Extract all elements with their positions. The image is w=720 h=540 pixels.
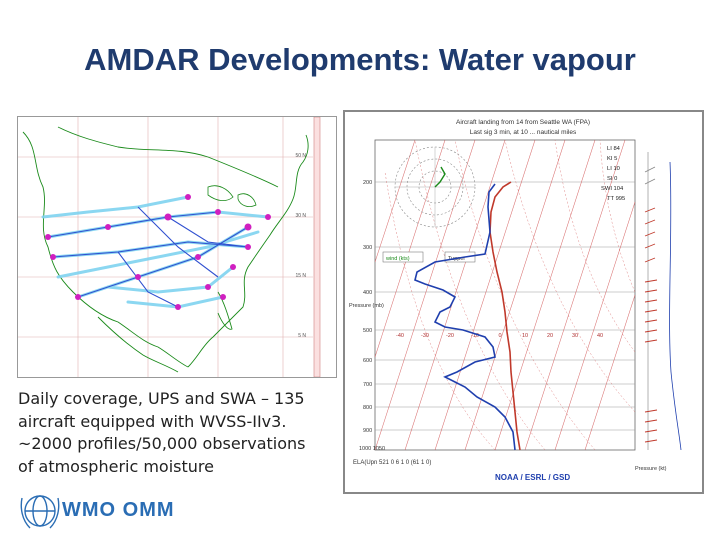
caption-line: of atmospheric moisture xyxy=(18,456,214,476)
temp-tick: -10 xyxy=(471,333,479,339)
slide-caption: Daily coverage, UPS and SWA – 135 aircra… xyxy=(18,388,338,478)
caption-line: ~2000 profiles/50,000 observations xyxy=(18,434,306,453)
skew-t-sounding-diagram: Aircraft landing from 14 from Seattle WA… xyxy=(343,110,704,494)
legend-wind-box xyxy=(382,251,424,263)
hodograph xyxy=(394,146,476,228)
lat-label: 5 N xyxy=(298,333,306,339)
dewpoint-profile xyxy=(414,183,516,451)
skewt-isotherms xyxy=(374,139,636,451)
index-label: SWI 104 xyxy=(601,186,624,192)
wmo-logo xyxy=(20,495,60,529)
legend-temp-box xyxy=(444,251,476,263)
wmo-logo-text: WMO OMM xyxy=(62,499,175,521)
index-label: SI 0 xyxy=(607,176,617,182)
pressure-tick: 900 xyxy=(363,428,372,434)
pressure-tick: 500 xyxy=(363,328,372,334)
caption-line: aircraft equipped with WVSS-IIv3. xyxy=(18,411,287,431)
legend-wind: wind (kts) xyxy=(385,256,410,262)
index-label: LI 84 xyxy=(607,146,621,152)
temp-tick: -20 xyxy=(446,333,454,339)
wind-barbs xyxy=(644,207,658,443)
aircraft-coverage-map: 50 N 30 N 15 N 5 N xyxy=(17,116,337,378)
wmo-emblem-icon xyxy=(20,495,60,529)
skewt-footer-brand: NOAA / ESRL / GSD xyxy=(495,473,570,482)
florida-outline xyxy=(217,291,233,330)
temp-tick: 40 xyxy=(597,333,603,339)
skewt-pressure-ticks: 200 300 400 500 600 700 800 900 1000 105… xyxy=(359,180,385,452)
temp-tick: -40 xyxy=(396,333,404,339)
wind-speed-trace xyxy=(669,161,682,451)
index-label: LI 10 xyxy=(607,166,620,172)
skewt-footer-right: Pressure (kt) xyxy=(635,466,667,472)
temp-tick: 0 xyxy=(498,333,501,339)
lat-label: 50 N xyxy=(295,153,306,159)
slide-title: AMDAR Developments: Water vapour xyxy=(84,42,636,77)
pressure-tick: 800 xyxy=(363,405,372,411)
pressure-axis-label: Pressure (mb) xyxy=(349,303,384,309)
caption-line: Daily coverage, UPS and SWA – 135 xyxy=(18,389,305,408)
skewt-isobars xyxy=(375,181,635,431)
temp-tick: 20 xyxy=(547,333,553,339)
skewt-dry-adiabats xyxy=(384,139,636,451)
index-label: KI 5 xyxy=(607,156,617,162)
temp-tick: 30 xyxy=(572,333,578,339)
skewt-temperature-ticks: -40 -30 -20 -10 0 10 20 30 40 xyxy=(396,333,603,339)
upper-wind-barbs xyxy=(644,166,656,185)
pressure-tick: 300 xyxy=(363,245,372,251)
pressure-tick: 700 xyxy=(363,382,372,388)
lat-label: 15 N xyxy=(295,273,306,279)
skewt-header-1: Aircraft landing from 14 from Seattle WA… xyxy=(456,119,590,126)
pressure-tick: 200 xyxy=(363,180,372,186)
map-lat-scale xyxy=(313,117,321,377)
temp-tick: 10 xyxy=(522,333,528,339)
airport-markers xyxy=(45,194,271,310)
pressure-tick: 1000 1050 xyxy=(359,446,385,452)
stability-index-box: LI 84 KI 5 LI 10 SI 0 SWI 104 TT 995 xyxy=(601,146,625,202)
great-lakes-outline xyxy=(207,185,257,207)
flight-tracks-dark xyxy=(47,206,249,308)
index-label: TT 995 xyxy=(607,196,625,202)
skewt-header-2: Last sig 3 min, at 10 ... nautical miles xyxy=(470,129,577,136)
temp-tick: -30 xyxy=(421,333,429,339)
north-america-coastline xyxy=(22,126,309,368)
mexico-outline xyxy=(97,316,179,373)
temperature-profile xyxy=(489,181,521,451)
pressure-tick: 600 xyxy=(363,358,372,364)
pressure-tick: 400 xyxy=(363,290,372,296)
skewt-footer-left: ELA(Upn 521 0 6 1 0 (61 1 0) xyxy=(353,460,431,466)
lat-label: 30 N xyxy=(295,213,306,219)
